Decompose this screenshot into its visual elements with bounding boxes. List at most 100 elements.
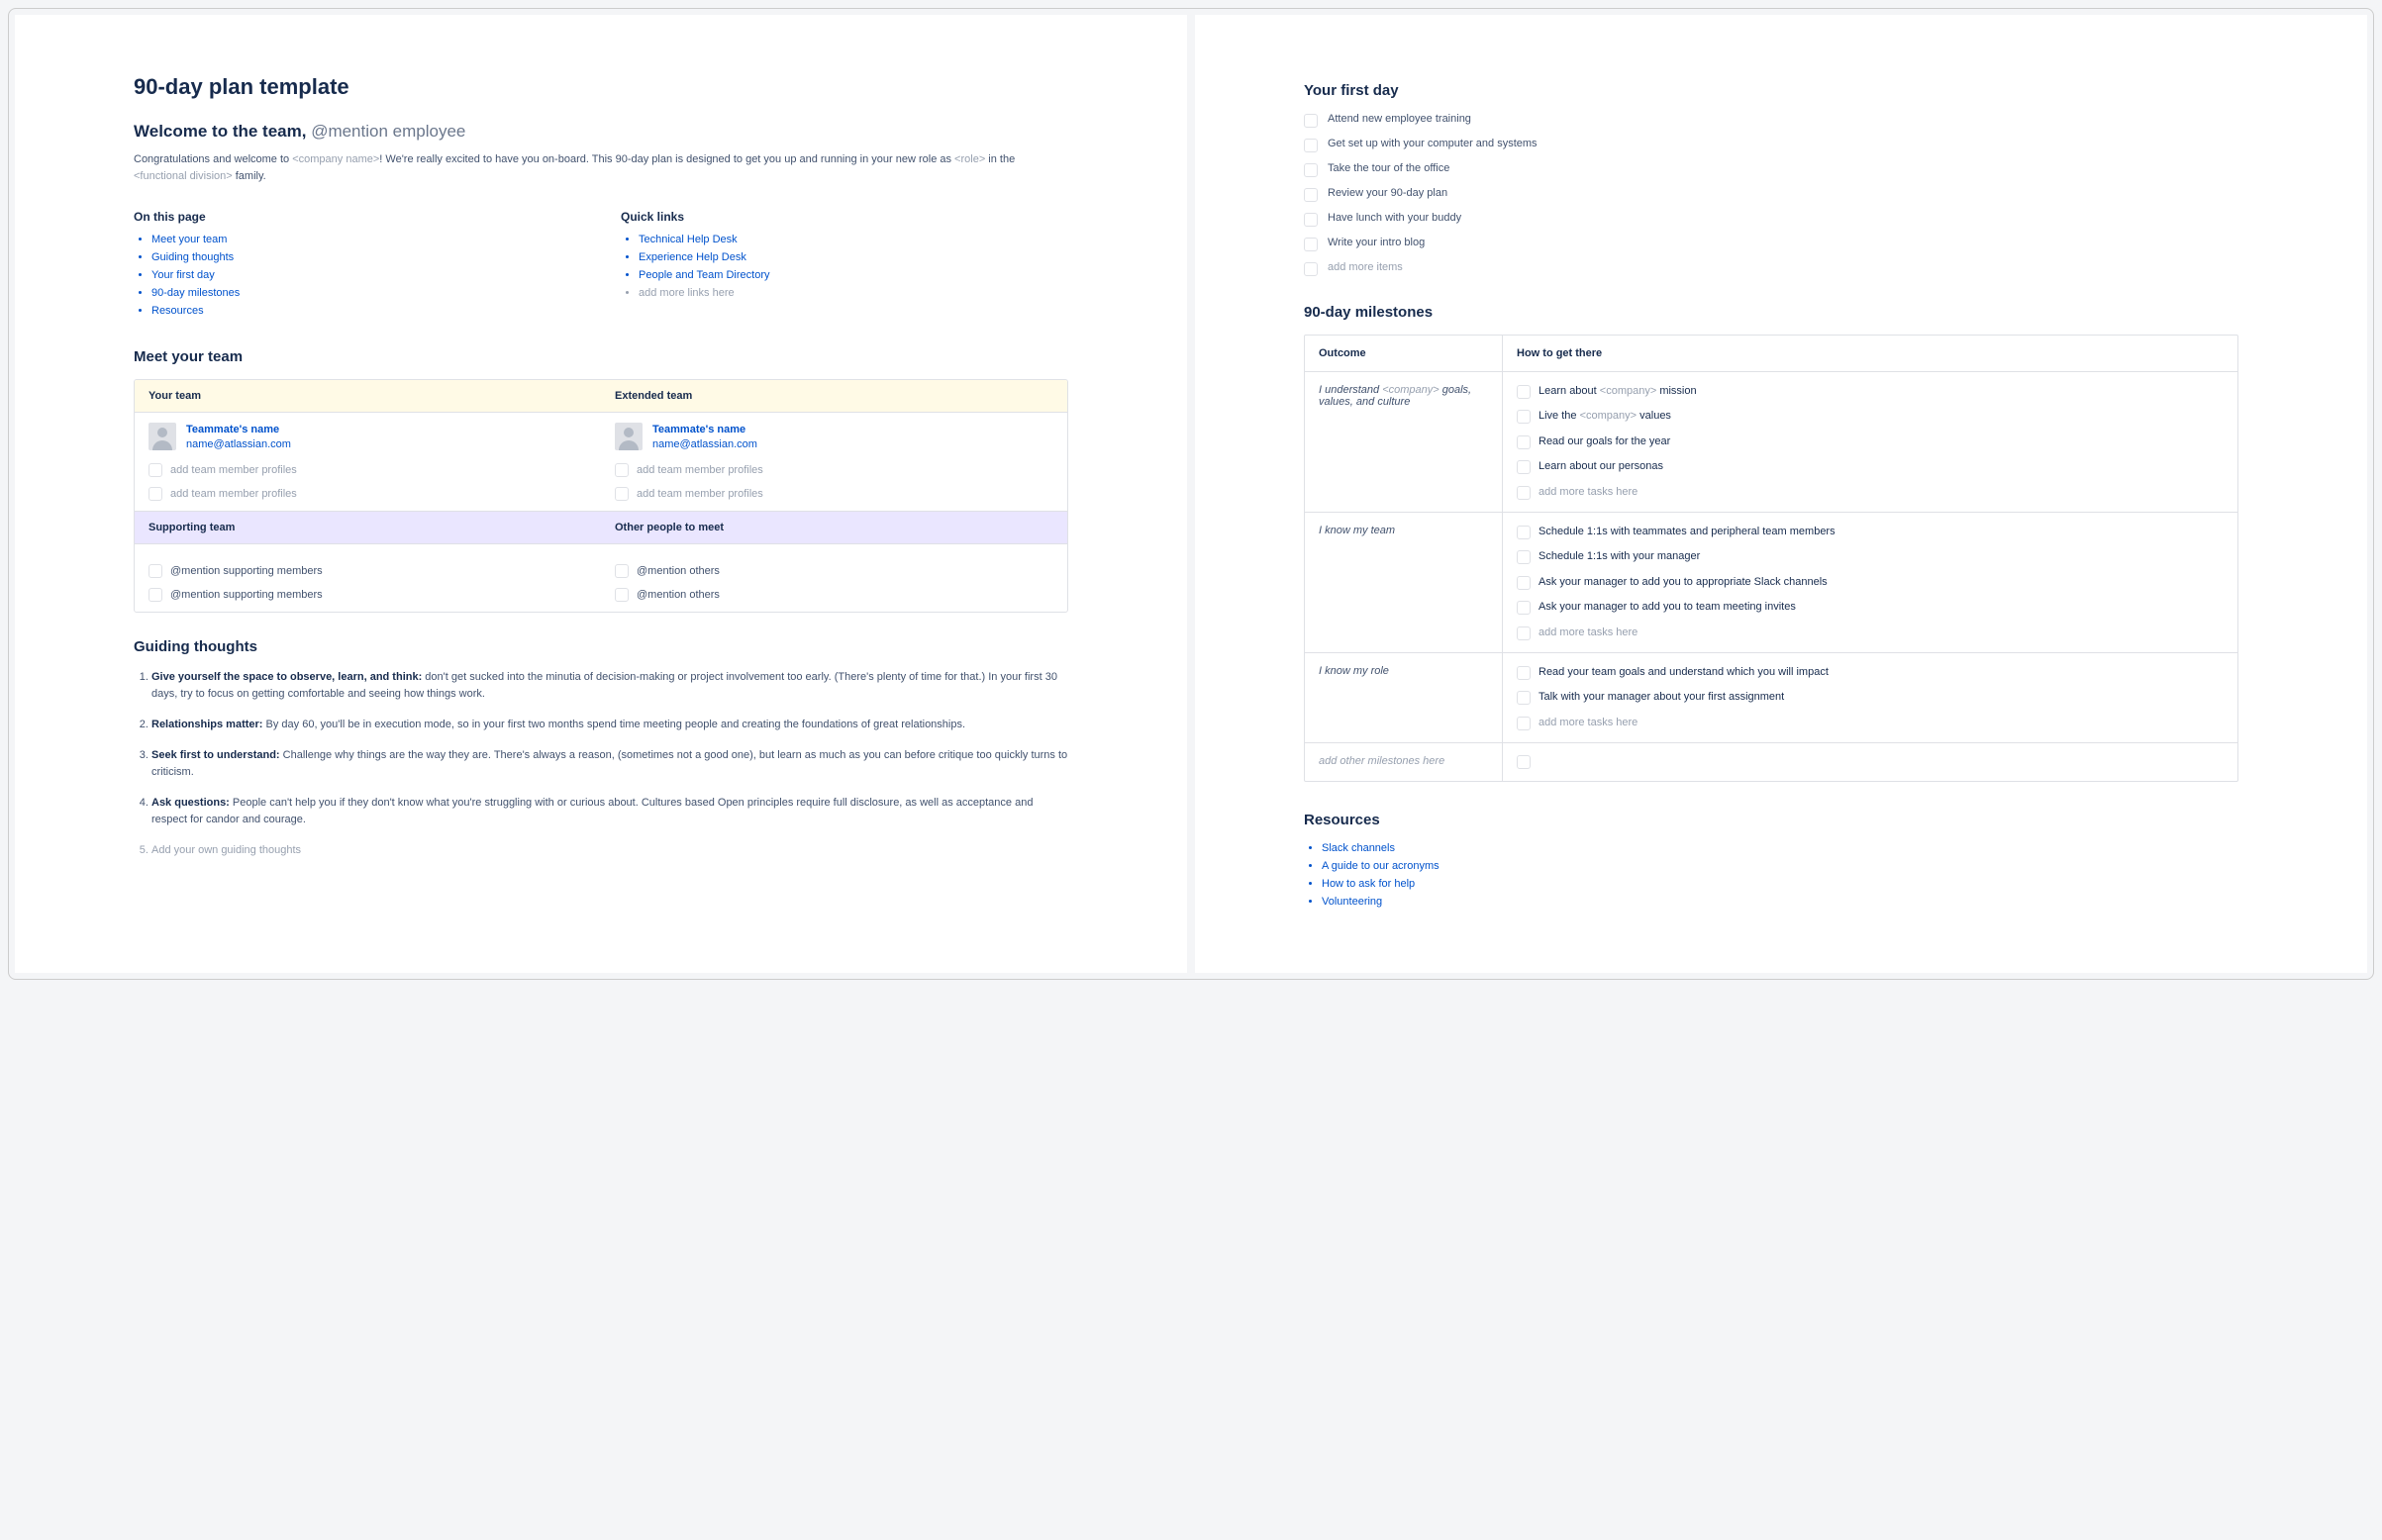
welcome-mention[interactable]: @mention employee bbox=[311, 122, 465, 141]
add-profile-line[interactable]: add team member profiles bbox=[615, 463, 1053, 477]
m-tasks: Learn about <company> mission Live the <… bbox=[1503, 372, 2237, 512]
checkbox-icon[interactable] bbox=[615, 564, 629, 578]
firstday-item[interactable]: Take the tour of the office bbox=[1304, 162, 2238, 177]
checkbox-icon[interactable] bbox=[149, 588, 162, 602]
checkbox-icon[interactable] bbox=[1517, 717, 1531, 730]
checkbox-icon[interactable] bbox=[615, 463, 629, 477]
toc-heading: On this page bbox=[134, 210, 581, 224]
m-task-placeholder[interactable]: add more tasks here bbox=[1517, 626, 2224, 640]
m-task[interactable]: Learn about our personas bbox=[1517, 459, 2224, 474]
checkbox-icon[interactable] bbox=[149, 463, 162, 477]
checkbox-icon[interactable] bbox=[1517, 385, 1531, 399]
guiding-placeholder[interactable]: Add your own guiding thoughts bbox=[151, 842, 1068, 859]
mention-line[interactable]: @mention others bbox=[615, 564, 1053, 578]
checkbox-icon[interactable] bbox=[1517, 755, 1531, 769]
checkbox-icon[interactable] bbox=[1304, 139, 1318, 152]
avatar-icon bbox=[615, 423, 643, 450]
quick-link[interactable]: People and Team Directory bbox=[639, 269, 769, 281]
m-task-ph: <company> bbox=[1580, 410, 1637, 422]
checkbox-icon[interactable] bbox=[1517, 626, 1531, 640]
checkbox-icon[interactable] bbox=[615, 588, 629, 602]
add-profile-line[interactable]: add team member profiles bbox=[149, 463, 587, 477]
intro-t2: ! We're really excited to have you on-bo… bbox=[379, 153, 954, 165]
team-cell: Teammate's name name@atlassian.com add t… bbox=[601, 413, 1067, 511]
checkbox-icon[interactable] bbox=[1517, 435, 1531, 449]
firstday-item[interactable]: Write your intro blog bbox=[1304, 237, 2238, 251]
mention-line[interactable]: @mention supporting members bbox=[149, 564, 587, 578]
two-page-spread: 90-day plan template Welcome to the team… bbox=[8, 8, 2374, 980]
team-member[interactable]: Teammate's name name@atlassian.com bbox=[149, 423, 587, 453]
m-task-placeholder[interactable]: add more tasks here bbox=[1517, 716, 2224, 730]
checkbox-icon[interactable] bbox=[1517, 576, 1531, 590]
m-footer-cb bbox=[1503, 743, 2237, 781]
m-task[interactable]: Schedule 1:1s with your manager bbox=[1517, 549, 2224, 564]
welcome-prefix: Welcome to the team, bbox=[134, 122, 311, 141]
checkbox-icon[interactable] bbox=[1304, 188, 1318, 202]
checkbox-icon[interactable] bbox=[1517, 666, 1531, 680]
checkbox-icon[interactable] bbox=[1304, 262, 1318, 276]
avatar-icon bbox=[149, 423, 176, 450]
firstday-ph-text: add more items bbox=[1328, 261, 1403, 273]
resource-link[interactable]: How to ask for help bbox=[1322, 878, 1415, 890]
m-task[interactable]: Read your team goals and understand whic… bbox=[1517, 665, 2224, 680]
quick-link[interactable]: Experience Help Desk bbox=[639, 251, 746, 263]
member-name: Teammate's name bbox=[652, 423, 757, 437]
checkbox-icon[interactable] bbox=[1304, 163, 1318, 177]
member-email: name@atlassian.com bbox=[652, 437, 757, 452]
intro-t1: Congratulations and welcome to bbox=[134, 153, 292, 165]
add-profile-text: add team member profiles bbox=[637, 464, 763, 476]
intro-paragraph: Congratulations and welcome to <company … bbox=[134, 151, 1068, 184]
quicklinks-placeholder[interactable]: add more links here bbox=[639, 287, 1068, 299]
m-task[interactable]: Schedule 1:1s with teammates and periphe… bbox=[1517, 525, 2224, 539]
add-profile-line[interactable]: add team member profiles bbox=[149, 487, 587, 501]
toc-link[interactable]: Your first day bbox=[151, 269, 215, 281]
firstday-item[interactable]: Get set up with your computer and system… bbox=[1304, 138, 2238, 152]
firstday-item[interactable]: Review your 90-day plan bbox=[1304, 187, 2238, 202]
checkbox-icon[interactable] bbox=[1304, 213, 1318, 227]
welcome-heading: Welcome to the team, @mention employee bbox=[134, 122, 1068, 142]
m-task[interactable]: Talk with your manager about your first … bbox=[1517, 690, 2224, 705]
add-profile-line[interactable]: add team member profiles bbox=[615, 487, 1053, 501]
m-task-ph-text: add more tasks here bbox=[1538, 485, 1638, 500]
guiding-list: Give yourself the space to observe, lear… bbox=[134, 669, 1068, 859]
checkbox-icon[interactable] bbox=[1517, 410, 1531, 424]
team-member[interactable]: Teammate's name name@atlassian.com bbox=[615, 423, 1053, 453]
checkbox-icon[interactable] bbox=[149, 487, 162, 501]
quick-link[interactable]: Technical Help Desk bbox=[639, 234, 738, 245]
checkbox-icon[interactable] bbox=[1517, 526, 1531, 539]
m-task[interactable]: Ask your manager to add you to team meet… bbox=[1517, 600, 2224, 615]
m-footer[interactable]: add other milestones here bbox=[1305, 743, 1503, 781]
toc-link[interactable]: Guiding thoughts bbox=[151, 251, 234, 263]
m-task[interactable]: Live the <company> values bbox=[1517, 409, 2224, 424]
m-task-text: Schedule 1:1s with your manager bbox=[1538, 549, 1700, 564]
m-task[interactable]: Learn about <company> mission bbox=[1517, 384, 2224, 399]
checkbox-icon[interactable] bbox=[1517, 550, 1531, 564]
checkbox-icon[interactable] bbox=[1304, 238, 1318, 251]
toc-link[interactable]: 90-day milestones bbox=[151, 287, 240, 299]
m-task[interactable]: Read our goals for the year bbox=[1517, 434, 2224, 449]
checkbox-icon[interactable] bbox=[1517, 691, 1531, 705]
checkbox-icon[interactable] bbox=[1517, 460, 1531, 474]
resource-link[interactable]: Slack channels bbox=[1322, 842, 1395, 854]
checkbox-icon[interactable] bbox=[149, 564, 162, 578]
firstday-placeholder[interactable]: add more items bbox=[1304, 261, 2238, 276]
checkbox-icon[interactable] bbox=[1517, 601, 1531, 615]
toc-link[interactable]: Resources bbox=[151, 305, 204, 317]
m-task[interactable]: Ask your manager to add you to appropria… bbox=[1517, 575, 2224, 590]
resource-link[interactable]: Volunteering bbox=[1322, 896, 1382, 908]
m-task-placeholder[interactable]: add more tasks here bbox=[1517, 485, 2224, 500]
guiding-item: Give yourself the space to observe, lear… bbox=[151, 669, 1068, 703]
resource-link[interactable]: A guide to our acronyms bbox=[1322, 860, 1439, 872]
checkbox-icon[interactable] bbox=[615, 487, 629, 501]
checkbox-icon[interactable] bbox=[1517, 486, 1531, 500]
m-tasks: Schedule 1:1s with teammates and periphe… bbox=[1503, 513, 2237, 652]
m-task-ph-text: add more tasks here bbox=[1538, 626, 1638, 640]
m-outcome-ph: <company> bbox=[1382, 384, 1439, 396]
intro-ph2: <role> bbox=[954, 153, 985, 165]
mention-line[interactable]: @mention others bbox=[615, 588, 1053, 602]
firstday-item[interactable]: Attend new employee training bbox=[1304, 113, 2238, 128]
checkbox-icon[interactable] bbox=[1304, 114, 1318, 128]
mention-line[interactable]: @mention supporting members bbox=[149, 588, 587, 602]
toc-link[interactable]: Meet your team bbox=[151, 234, 227, 245]
firstday-item[interactable]: Have lunch with your buddy bbox=[1304, 212, 2238, 227]
